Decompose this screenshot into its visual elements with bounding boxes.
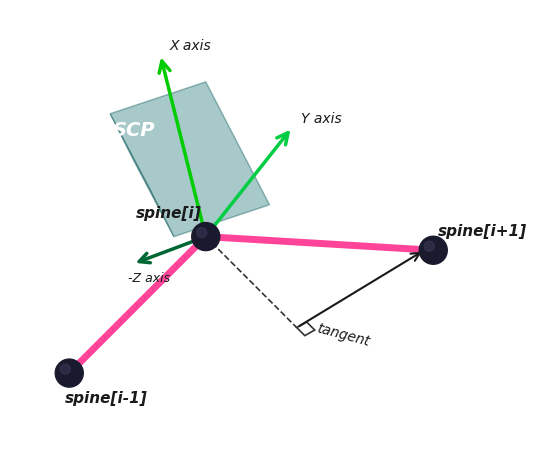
Circle shape bbox=[419, 236, 447, 264]
Text: X axis: X axis bbox=[169, 39, 211, 53]
Text: tangent: tangent bbox=[315, 321, 371, 349]
Circle shape bbox=[55, 359, 83, 387]
Polygon shape bbox=[110, 114, 174, 237]
Polygon shape bbox=[110, 82, 270, 237]
Text: -Z axis: -Z axis bbox=[129, 272, 171, 285]
Circle shape bbox=[192, 222, 220, 251]
Text: spine[i]: spine[i] bbox=[136, 206, 201, 221]
Text: spine[i+1]: spine[i+1] bbox=[438, 224, 527, 239]
Circle shape bbox=[60, 364, 70, 374]
Text: spine[i-1]: spine[i-1] bbox=[65, 391, 147, 406]
Text: SCP: SCP bbox=[112, 121, 155, 141]
Circle shape bbox=[197, 228, 207, 238]
Circle shape bbox=[424, 241, 434, 251]
Text: Y axis: Y axis bbox=[301, 112, 342, 126]
